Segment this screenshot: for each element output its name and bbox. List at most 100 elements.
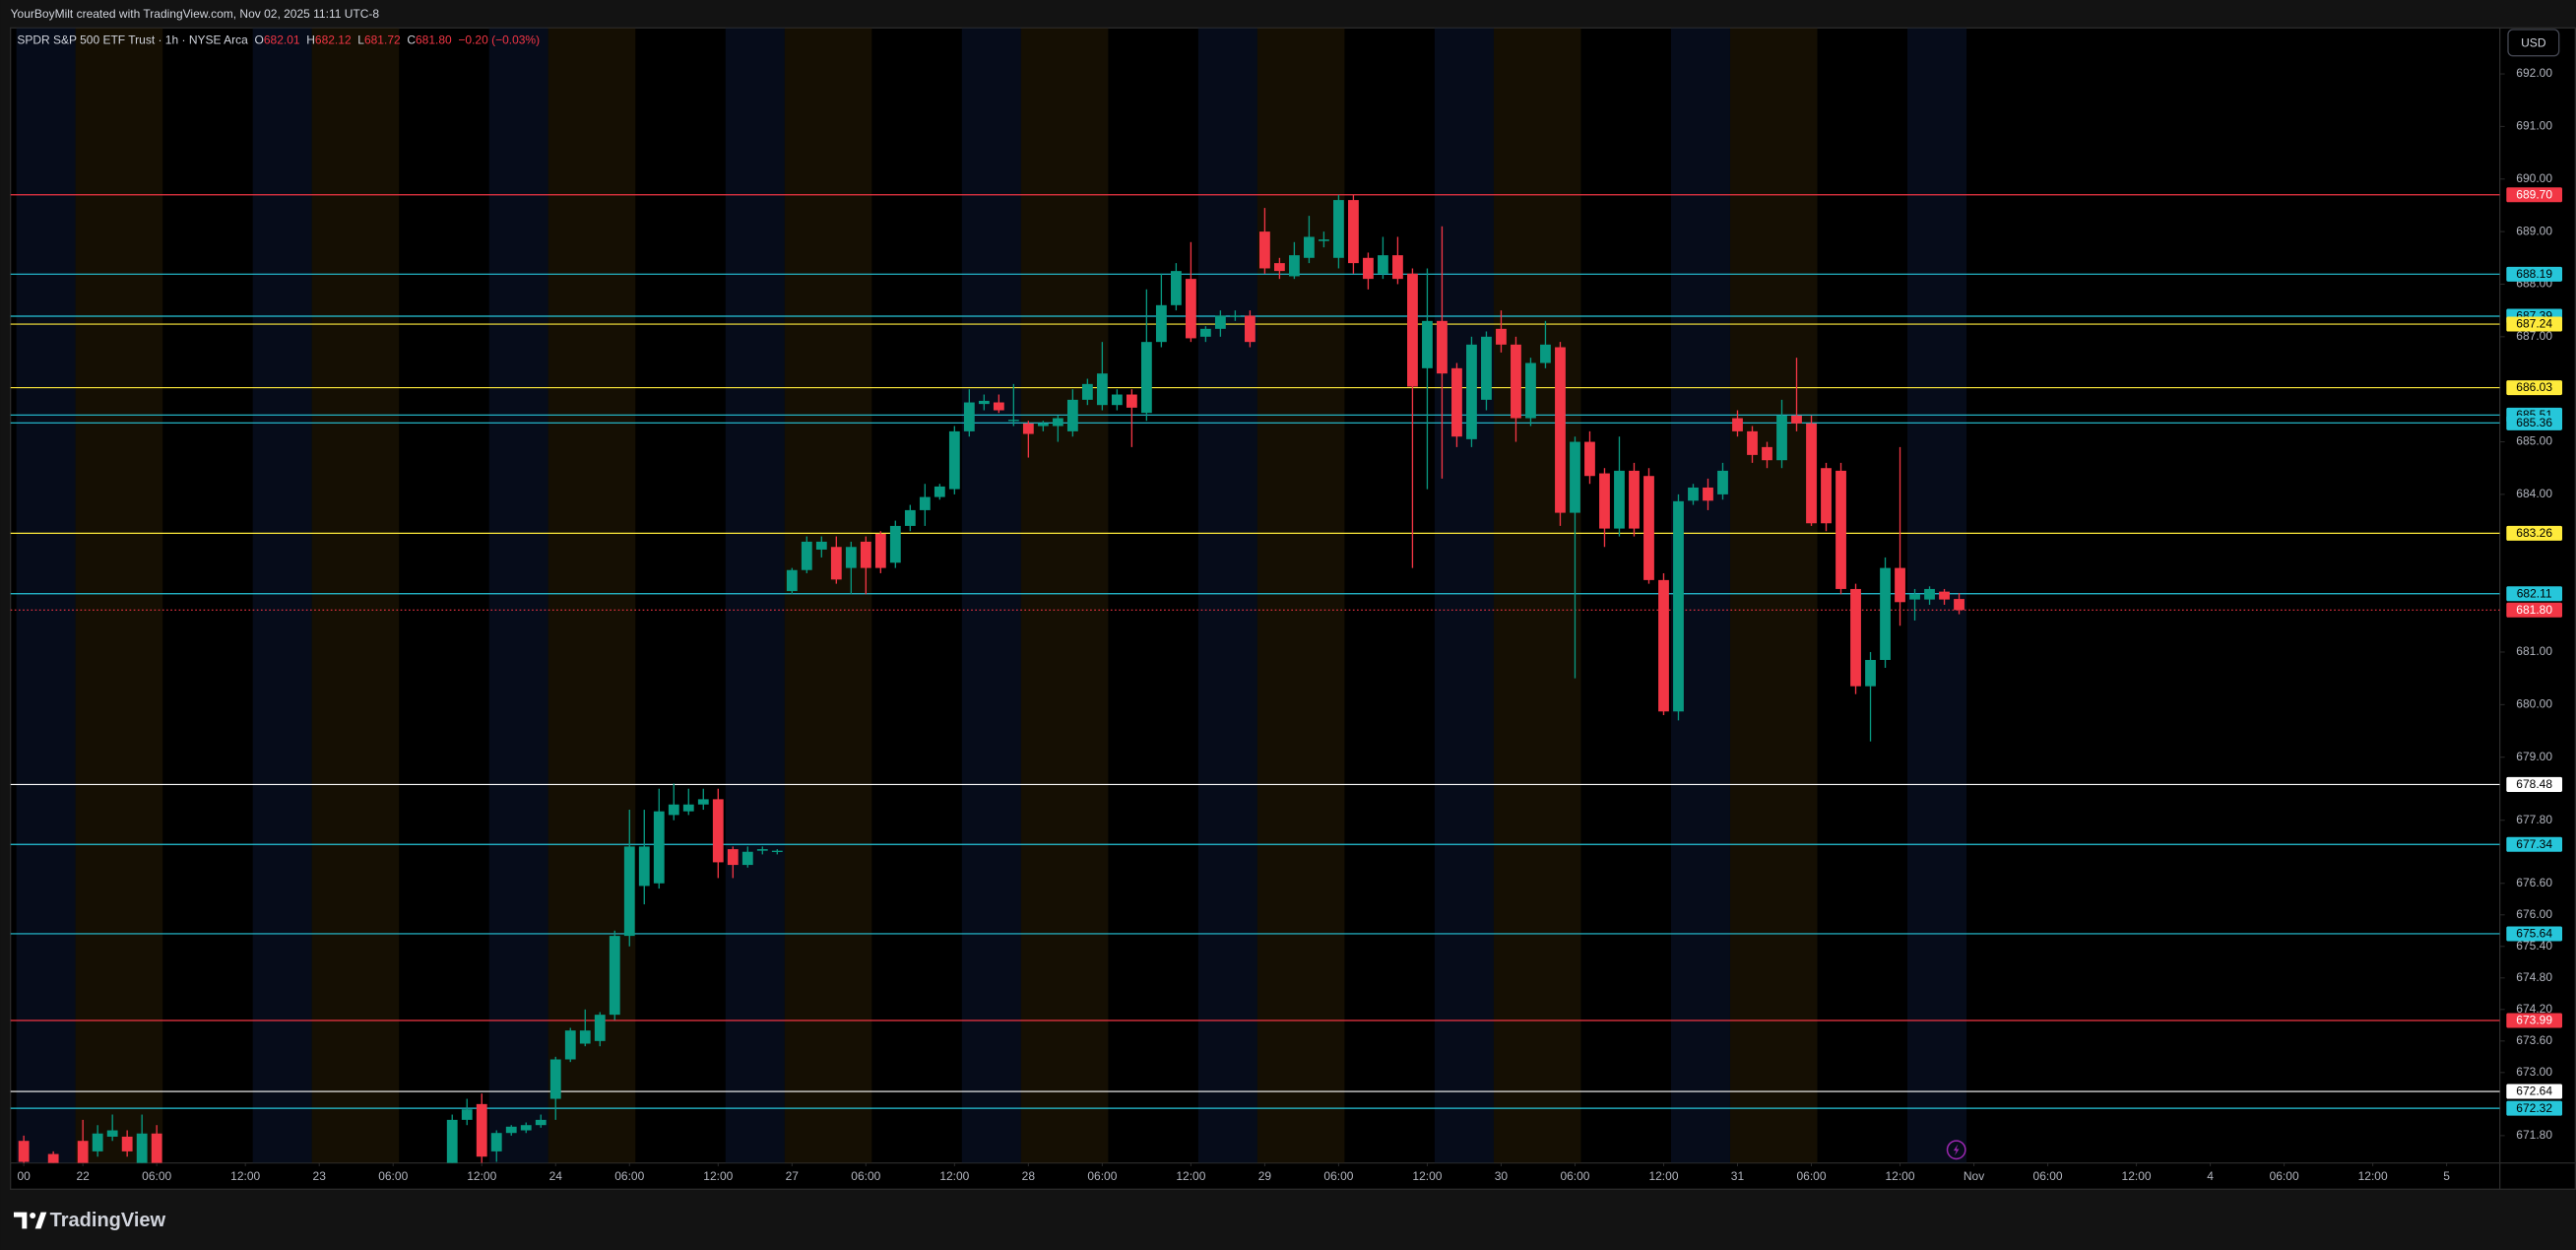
attribution: YourBoyMilt created with TradingView.com… (11, 7, 380, 21)
candle-body (1052, 418, 1063, 427)
candle-body (889, 525, 901, 563)
pre-market-band (547, 28, 636, 1163)
price-label: 687.24 (2516, 317, 2552, 331)
candle-body (1363, 257, 1374, 280)
price-label-box (2506, 586, 2563, 602)
candle-body (1776, 415, 1787, 461)
candle-body (564, 1030, 576, 1060)
candle-body (1629, 470, 1640, 529)
post-market-band (1434, 28, 1494, 1163)
price-label-box (2506, 776, 2563, 792)
candle-body (860, 541, 871, 568)
candle-body (18, 1141, 30, 1162)
y-tick-label: 687.00 (2516, 329, 2552, 343)
candle-body (830, 547, 842, 580)
y-tick-label: 677.80 (2516, 813, 2552, 826)
candle-body (1289, 255, 1300, 277)
candle-body (1407, 273, 1418, 387)
candle-body (1806, 423, 1817, 524)
candle-body (1939, 591, 1950, 600)
candle-body (1007, 420, 1019, 422)
candle-body (520, 1125, 532, 1131)
candle-body (638, 846, 650, 887)
candle-body (1614, 470, 1625, 529)
candle-body (151, 1133, 162, 1163)
x-tick-label: 24 (549, 1169, 563, 1183)
candle-body (1274, 263, 1285, 272)
y-tick-label: 676.00 (2516, 907, 2552, 921)
candle-body (1259, 231, 1270, 269)
price-label-box (2506, 836, 2563, 852)
candle-body (1111, 394, 1123, 406)
candle-body (668, 804, 679, 816)
candle-body (505, 1126, 517, 1134)
candle-body (1481, 336, 1492, 400)
candle-body (1022, 423, 1034, 434)
candle-body (1140, 342, 1152, 414)
candle-body (771, 850, 783, 853)
currency[interactable]: USD (2521, 35, 2546, 49)
y-tick-label: 675.40 (2516, 939, 2552, 953)
candle-body (1584, 441, 1595, 477)
y-tick-label: 692.00 (2516, 66, 2552, 80)
candle-body (1126, 394, 1137, 408)
price-label-box (2506, 380, 2563, 396)
ohlc-value: 681.80 (416, 33, 452, 47)
x-tick-label: 4 (2207, 1169, 2214, 1183)
x-tick-label: 06:00 (2270, 1169, 2299, 1183)
x-tick-label: Nov (1964, 1169, 1984, 1183)
pre-market-band (311, 28, 400, 1163)
candle-body (47, 1153, 59, 1163)
y-tick-label: 690.00 (2516, 171, 2552, 185)
candle-body (535, 1119, 547, 1126)
candle-body (1466, 344, 1477, 439)
candle-body (1496, 328, 1507, 345)
ohlc-value: 681.72 (364, 33, 401, 47)
candle-body (934, 486, 945, 497)
candle-body (1747, 430, 1758, 455)
candle-body (549, 1059, 561, 1099)
candle-body (697, 799, 709, 805)
candles (18, 194, 1964, 1163)
post-market-band (725, 28, 785, 1163)
x-tick-label: 31 (1731, 1169, 1745, 1183)
candle-body (1835, 470, 1846, 589)
candle-body (1378, 255, 1388, 274)
candle-body (682, 804, 694, 812)
candle-body (1392, 255, 1403, 280)
candle-body (801, 541, 812, 570)
candle-body (1909, 594, 1920, 600)
candle-body (623, 846, 635, 937)
logo-mark (13, 1212, 28, 1229)
price-label: 686.03 (2516, 380, 2552, 394)
logo-mark (34, 1212, 47, 1229)
x-tick-label: 12:00 (1886, 1169, 1915, 1183)
currency-button[interactable] (2507, 29, 2560, 57)
price-label: 681.80 (2516, 603, 2552, 617)
candle-body (741, 851, 753, 866)
price-label-box (2506, 1084, 2563, 1099)
price-label-box (2506, 1100, 2563, 1116)
candle-body (1865, 659, 1876, 687)
x-tick-label: 06:00 (1087, 1169, 1117, 1183)
candle-body (653, 811, 665, 884)
candle-body (904, 509, 916, 526)
axes: 692.00691.00690.00689.00688.00687.00685.… (17, 66, 2552, 1183)
candle-body (1037, 423, 1049, 427)
price-label-box (2506, 187, 2563, 203)
y-tick-label: 680.00 (2516, 697, 2552, 711)
candle-body (1673, 500, 1684, 712)
candle-body (490, 1133, 502, 1151)
candle-body (1880, 567, 1891, 660)
x-tick-label: 23 (313, 1169, 327, 1183)
candle-body (963, 402, 975, 431)
price-lines (10, 194, 2500, 1109)
post-market-band (16, 28, 76, 1163)
event-icon[interactable] (1946, 1140, 1966, 1160)
y-tick-label: 673.00 (2516, 1065, 2552, 1079)
x-tick-label: 06:00 (1560, 1169, 1589, 1183)
candle-body (1451, 367, 1462, 437)
candle-body (1703, 487, 1713, 501)
price-label-box (2506, 316, 2563, 332)
